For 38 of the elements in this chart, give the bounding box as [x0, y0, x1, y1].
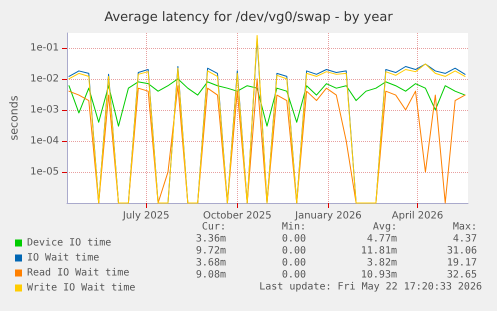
text: 4.37: [452, 234, 477, 244]
y-tick-label: 1e-05: [30, 166, 59, 178]
x-tick-label: July 2025: [122, 210, 170, 222]
text: Avg:: [372, 222, 397, 232]
legend-label: Read IO Wait time: [27, 268, 130, 278]
x-tick-label: April 2026: [392, 210, 444, 222]
legend-label: Device IO time: [27, 238, 112, 248]
text: 0.00: [282, 258, 306, 268]
text: 9.72m: [196, 246, 226, 256]
text: 9.08m: [196, 270, 226, 280]
text: 0.00: [282, 246, 306, 256]
x-tick-label: October 2025: [202, 210, 272, 222]
text: 0.00: [282, 270, 306, 280]
chart-title: Average latency for /dev/vg0/swap - by year: [104, 10, 394, 25]
text: 4.77m: [366, 234, 397, 244]
y-tick-label: 1e-03: [30, 104, 59, 116]
line-series: [68, 78, 466, 127]
text: Min:: [282, 222, 306, 232]
line-series: [68, 78, 466, 204]
text: Max:: [452, 222, 477, 232]
y-tick-label: 1e-02: [30, 73, 59, 84]
legend-label: Write IO Wait time: [27, 282, 136, 294]
text: 10.93m: [360, 270, 397, 280]
legend-label: IO Wait time: [27, 252, 100, 264]
x-tick-label: January 2026: [294, 210, 362, 222]
text: Cur:: [202, 222, 226, 232]
text: 11.81m: [360, 246, 397, 256]
y-tick-label: 1e-01: [30, 42, 59, 54]
text: 0.00: [282, 234, 306, 244]
y-axis-title: seconds: [7, 95, 20, 140]
text: Last update: Fri May 22 17:20:33 2026: [259, 282, 482, 292]
text: 32.65: [446, 270, 477, 280]
text: 3.68m: [196, 258, 226, 268]
y-tick-label: 1e-04: [30, 135, 59, 146]
text: 19.17: [446, 258, 477, 268]
text: 3.36m: [196, 234, 226, 244]
text: 31.06: [446, 246, 477, 256]
text: 3.82m: [366, 258, 397, 268]
